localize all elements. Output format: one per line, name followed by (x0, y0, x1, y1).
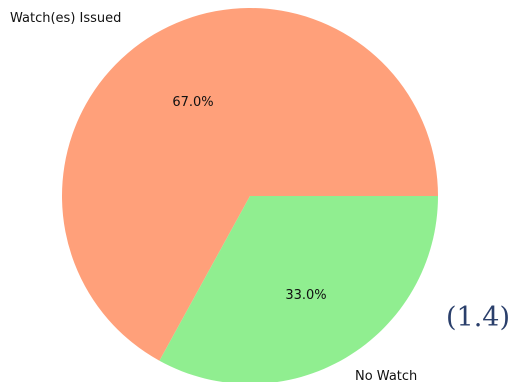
pie-slice-no-watch (159, 196, 438, 382)
pie-slice-watch-es-issued (61, 7, 438, 361)
category-label-watches-issued: Watch(es) Issued (10, 11, 121, 26)
percent-label-no-watch: 33.0% (285, 288, 326, 303)
category-label-no-watch: No Watch (355, 369, 417, 382)
equation-number: (1.4) (445, 302, 510, 333)
pie-slices (61, 7, 438, 382)
percent-label-watches-issued: 67.0% (172, 95, 213, 110)
